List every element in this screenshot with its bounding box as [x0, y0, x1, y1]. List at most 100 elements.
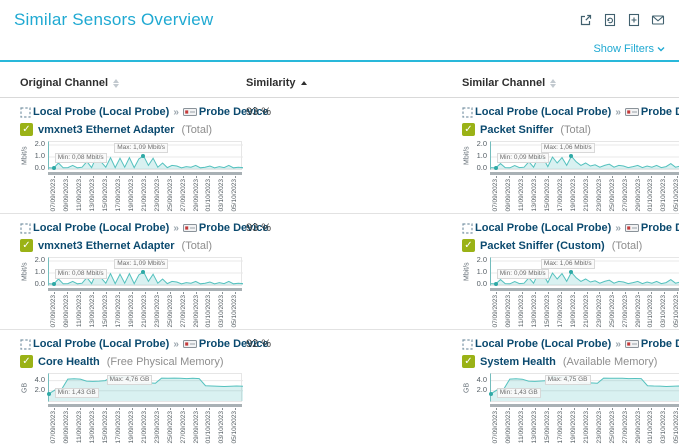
- x-axis-date: 15/09/2023: [542, 408, 555, 445]
- device-link[interactable]: Probe Device: [640, 106, 679, 118]
- x-axis-date: 03/10/2023: [216, 292, 229, 329]
- sensor-status-ok-icon: ✓: [20, 239, 33, 252]
- y-axis-unit-label: Mbit/s: [21, 146, 29, 165]
- graph-annotation: Min: 0,09 Mbit/s: [496, 269, 549, 280]
- sensor-status-ok-icon: ✓: [462, 123, 475, 136]
- x-axis-date: 05/10/2023: [671, 292, 679, 329]
- x-axis-date: 29/09/2023: [190, 176, 203, 213]
- graph-marker-dot: [51, 282, 56, 287]
- x-axis-labels: 07/09/2023 09/09/2023 11/09/2023 13/09/2023…: [490, 292, 679, 329]
- breadcrumb: Local Probe (Local Probe)» Probe Device: [20, 105, 269, 119]
- sensor-link[interactable]: vmxnet3 Ethernet Adapter: [38, 123, 175, 136]
- x-axis-date: 03/10/2023: [658, 292, 671, 329]
- graph-annotation: Max: 1,06 Mbit/s: [540, 259, 595, 270]
- channel-name: (Available Memory): [562, 355, 658, 368]
- accent-divider: [0, 60, 679, 62]
- x-axis-date: 23/09/2023: [152, 292, 165, 329]
- device-link[interactable]: Probe Device: [198, 222, 269, 234]
- x-axis-strip: [48, 172, 242, 175]
- x-axis-date: 19/09/2023: [126, 292, 139, 329]
- sensor-line: ✓ System Health (Available Memory): [462, 354, 679, 369]
- y-axis-ticks: 2.0 1.0 0.0: [34, 139, 45, 172]
- mini-graph[interactable]: GB 4.0 2.0 Min: 1,43 GB Max: 4,76 GB 07/09/20…: [20, 373, 246, 445]
- y-axis-unit-label: Mbit/s: [21, 262, 29, 281]
- probe-link[interactable]: Local Probe (Local Probe): [33, 222, 170, 234]
- sensor-link[interactable]: Core Health: [38, 355, 100, 368]
- graph-marker-dot: [140, 153, 145, 158]
- mini-graph[interactable]: Mbit/s 2.0 1.0 0.0 Min: 0,09 Mbit/s Max: 1,06…: [462, 255, 679, 329]
- x-axis-date: 21/09/2023: [139, 292, 152, 329]
- y-axis-ticks: 4.0 2.0: [34, 374, 45, 394]
- x-axis-date: 29/09/2023: [632, 408, 645, 445]
- x-axis-date: 01/10/2023: [203, 408, 216, 445]
- y-axis-unit-label: Mbit/s: [463, 146, 471, 165]
- device-icon: [182, 224, 197, 232]
- x-axis-date: 03/10/2023: [658, 408, 671, 445]
- y-axis-unit-label: Mbit/s: [463, 262, 471, 281]
- x-axis-date: 21/09/2023: [139, 408, 152, 445]
- x-axis-date: 05/10/2023: [671, 176, 679, 213]
- open-new-window-icon[interactable]: [579, 13, 593, 27]
- column-header-original-channel[interactable]: Original Channel: [20, 77, 246, 89]
- mini-graph[interactable]: Mbit/s 2.0 1.0 0.0 Min: 0,09 Mbit/s Max: 1,06…: [462, 139, 679, 213]
- refresh-report-icon[interactable]: [603, 13, 617, 27]
- breadcrumb: Local Probe (Local Probe)» Probe Device: [462, 105, 679, 119]
- column-header-similar-channel[interactable]: Similar Channel: [462, 77, 679, 89]
- probe-icon: [20, 106, 31, 118]
- channel-cell: Local Probe (Local Probe)» Probe Device ✓ S…: [462, 337, 679, 445]
- mini-graph[interactable]: Mbit/s 2.0 1.0 0.0 Min: 0,08 Mbit/s Max: 1,09…: [20, 139, 246, 213]
- column-header-similarity[interactable]: Similarity: [246, 77, 462, 89]
- breadcrumb: Local Probe (Local Probe)» Probe Device: [20, 221, 269, 235]
- x-axis-date: 17/09/2023: [555, 176, 568, 213]
- add-report-icon[interactable]: [627, 13, 641, 27]
- filters-row: Show Filters: [0, 30, 679, 60]
- similarity-value: 92 %: [246, 338, 272, 350]
- probe-link[interactable]: Local Probe (Local Probe): [475, 106, 612, 118]
- x-axis-date: 17/09/2023: [113, 176, 126, 213]
- breadcrumb-separator: »: [173, 222, 179, 234]
- sensor-status-ok-icon: ✓: [462, 239, 475, 252]
- email-icon[interactable]: [651, 13, 665, 27]
- channel-cell: Local Probe (Local Probe)» Probe Device ✓ v…: [20, 221, 269, 329]
- x-axis-date: 11/09/2023: [516, 292, 529, 329]
- x-axis-date: 01/10/2023: [645, 408, 658, 445]
- graph-annotation: Max: 1,09 Mbit/s: [114, 259, 168, 270]
- y-axis-ticks: 2.0 1.0 0.0: [476, 255, 487, 288]
- sensor-link[interactable]: Packet Sniffer (Custom): [480, 239, 605, 252]
- probe-link[interactable]: Local Probe (Local Probe): [33, 106, 170, 118]
- probe-link[interactable]: Local Probe (Local Probe): [475, 338, 612, 350]
- device-link[interactable]: Probe Device: [640, 222, 679, 234]
- sensor-link[interactable]: System Health: [480, 355, 556, 368]
- x-axis-strip: [48, 404, 242, 407]
- device-link[interactable]: Probe Device: [640, 338, 679, 350]
- x-axis-date: 27/09/2023: [177, 176, 190, 213]
- sensor-link[interactable]: Packet Sniffer: [480, 123, 554, 136]
- x-axis-date: 19/09/2023: [568, 408, 581, 445]
- y-axis-unit-label: GB: [463, 382, 471, 393]
- similarity-value: 93 %: [246, 106, 272, 118]
- breadcrumb-separator: »: [615, 106, 621, 118]
- graph-marker-dot: [140, 269, 145, 274]
- chevron-down-icon: [657, 47, 665, 52]
- probe-link[interactable]: Local Probe (Local Probe): [475, 222, 612, 234]
- x-axis-date: 03/10/2023: [658, 176, 671, 213]
- graph-marker-dot: [493, 165, 498, 170]
- probe-link[interactable]: Local Probe (Local Probe): [33, 338, 170, 350]
- device-link[interactable]: Probe Device: [198, 106, 269, 118]
- x-axis-date: 27/09/2023: [177, 292, 190, 329]
- probe-icon: [462, 222, 473, 234]
- y-axis-ticks: 2.0 1.0 0.0: [476, 139, 487, 172]
- channel-name: (Total): [181, 123, 213, 136]
- x-axis-date: 07/09/2023: [490, 408, 503, 445]
- breadcrumb: Local Probe (Local Probe)» Probe Device: [462, 337, 679, 351]
- x-axis-date: 27/09/2023: [619, 176, 632, 213]
- sensor-link[interactable]: vmxnet3 Ethernet Adapter: [38, 239, 175, 252]
- show-filters-link[interactable]: Show Filters: [593, 43, 665, 55]
- device-link[interactable]: Probe Device: [198, 338, 269, 350]
- mini-graph[interactable]: GB 4.0 2.0 Min: 1,43 GB Max: 4,75 GB 07/09/20…: [462, 373, 679, 445]
- channel-cell: Local Probe (Local Probe)» Probe Device ✓ P…: [462, 105, 679, 213]
- x-axis-date: 07/09/2023: [48, 176, 61, 213]
- x-axis-date: 13/09/2023: [87, 292, 100, 329]
- mini-graph[interactable]: Mbit/s 2.0 1.0 0.0 Min: 0,08 Mbit/s Max: 1,09…: [20, 256, 246, 329]
- x-axis-date: 15/09/2023: [100, 176, 113, 213]
